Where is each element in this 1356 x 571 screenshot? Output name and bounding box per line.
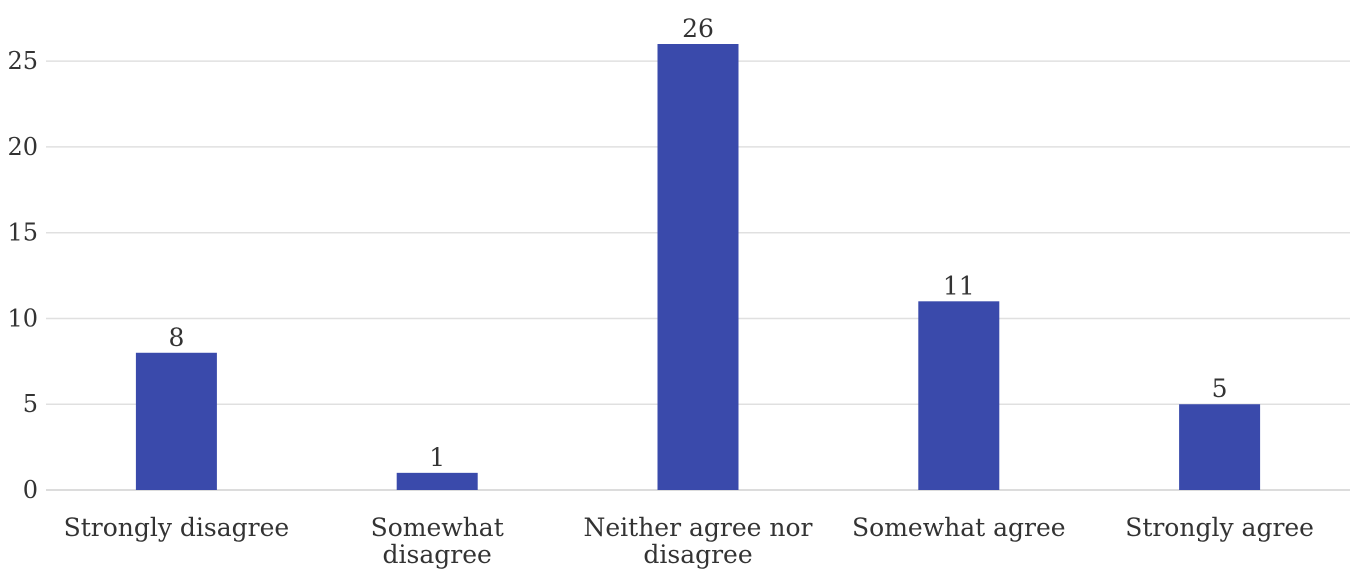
category-label: Strongly disagree (64, 513, 290, 542)
bar (1179, 404, 1261, 490)
data-label: 26 (682, 14, 714, 43)
category-label: Neither agree nor (583, 513, 812, 542)
data-labels: 8 1 26 11 5 (168, 14, 1227, 472)
y-tick-label: 0 (23, 476, 38, 504)
bar (657, 44, 739, 490)
bar (396, 472, 478, 490)
bars (135, 44, 1261, 490)
category-label: disagree (643, 540, 752, 569)
y-tick-label: 5 (23, 390, 38, 418)
data-label: 11 (943, 271, 975, 300)
bar (918, 301, 1000, 490)
data-label: 5 (1212, 374, 1228, 403)
data-label: 1 (429, 443, 445, 472)
data-label: 8 (168, 323, 184, 352)
y-tick-label: 20 (7, 133, 38, 161)
y-tick-label: 15 (7, 219, 38, 247)
category-label: disagree (383, 540, 492, 569)
category-label: Strongly agree (1125, 513, 1314, 542)
y-axis: 0 5 10 15 20 25 (7, 47, 38, 504)
y-tick-label: 10 (7, 304, 38, 332)
category-label: Somewhat (371, 513, 504, 542)
category-label: Somewhat agree (852, 513, 1066, 542)
x-axis: Strongly disagree SomewhatdisagreeNeither… (64, 513, 1314, 569)
y-tick-label: 25 (7, 47, 38, 75)
bar (135, 352, 217, 490)
